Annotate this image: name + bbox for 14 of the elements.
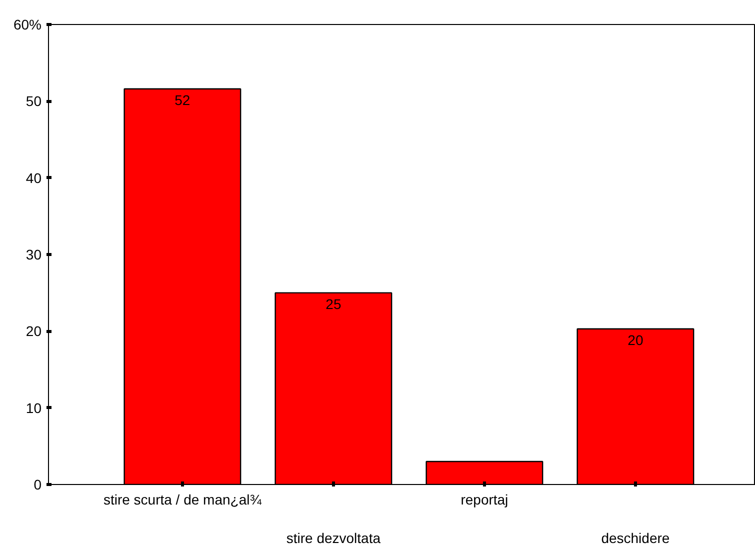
data-label: 52 bbox=[174, 92, 190, 108]
y-tick-label: 50 bbox=[26, 93, 42, 110]
data-label: 20 bbox=[628, 332, 644, 348]
y-tick-label: 40 bbox=[26, 170, 42, 186]
y-tick-label: 60% bbox=[13, 16, 42, 32]
data-label: 25 bbox=[326, 296, 342, 312]
x-tick-label: stire dezvoltata bbox=[286, 530, 381, 546]
y-tick-label: 10 bbox=[26, 400, 42, 416]
x-tick-label: stire scurta / de man¿al¾ bbox=[103, 492, 262, 508]
y-tick-label: 30 bbox=[26, 246, 42, 262]
y-tick-label: 20 bbox=[26, 323, 42, 340]
x-tick-label: deschidere bbox=[601, 530, 670, 546]
x-tick-label: reportaj bbox=[460, 492, 508, 508]
y-tick-label: 0 bbox=[34, 476, 42, 492]
